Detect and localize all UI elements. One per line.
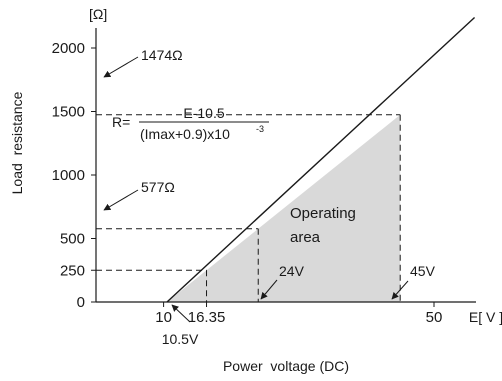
resistance-formula: R= E-10.5 (Imax+0.9)x10 -3 xyxy=(112,105,269,142)
y-tick-label: 1500 xyxy=(52,104,85,121)
annotation-1474-ohm: 1474Ω xyxy=(141,47,183,63)
annotation-45v: 45V xyxy=(410,263,436,279)
y-unit-label: [Ω] xyxy=(89,6,107,22)
resistance-line xyxy=(166,17,476,303)
y-ticks: 0 250 500 1000 1500 2000 xyxy=(52,40,96,311)
x-axis-title: Power voltage (DC) xyxy=(223,358,349,374)
formula-exponent: -3 xyxy=(256,124,264,134)
x-tick-label: 16.35 xyxy=(188,309,226,326)
y-tick-label: 500 xyxy=(60,231,85,248)
annotation-577-ohm: 577Ω xyxy=(141,179,175,195)
operating-area-region xyxy=(166,114,401,302)
x-unit-label: E[ V ] xyxy=(469,309,502,325)
arrow-1474-ohm xyxy=(103,56,139,78)
y-tick-label: 0 xyxy=(77,294,85,311)
arrow-45v xyxy=(391,280,409,300)
operating-area-label-1: Operating xyxy=(290,205,356,222)
formula-denominator: (Imax+0.9)x10 xyxy=(140,126,230,142)
x-ticks: 10 16.35 50 xyxy=(155,302,442,326)
y-axis-title: Load resistance xyxy=(9,91,25,194)
formula-prefix: R= xyxy=(112,114,130,130)
arrow-577-ohm xyxy=(103,189,139,211)
x-tick-label: 50 xyxy=(426,309,443,326)
operating-area-label-2: area xyxy=(290,229,321,246)
x-tick-label: 10 xyxy=(155,309,172,326)
annotations: 1474Ω 577Ω 10.5V 24V 45V xyxy=(103,47,436,347)
arrow-24v xyxy=(260,279,278,300)
annotation-10-5v: 10.5V xyxy=(162,331,199,347)
y-tick-label: 250 xyxy=(60,262,85,279)
y-tick-label: 1000 xyxy=(52,167,85,184)
arrow-10-5v xyxy=(171,304,191,323)
formula-numerator: E-10.5 xyxy=(183,105,224,121)
annotation-24v: 24V xyxy=(279,263,305,279)
y-tick-label: 2000 xyxy=(52,40,85,57)
guide-lines xyxy=(96,114,401,302)
